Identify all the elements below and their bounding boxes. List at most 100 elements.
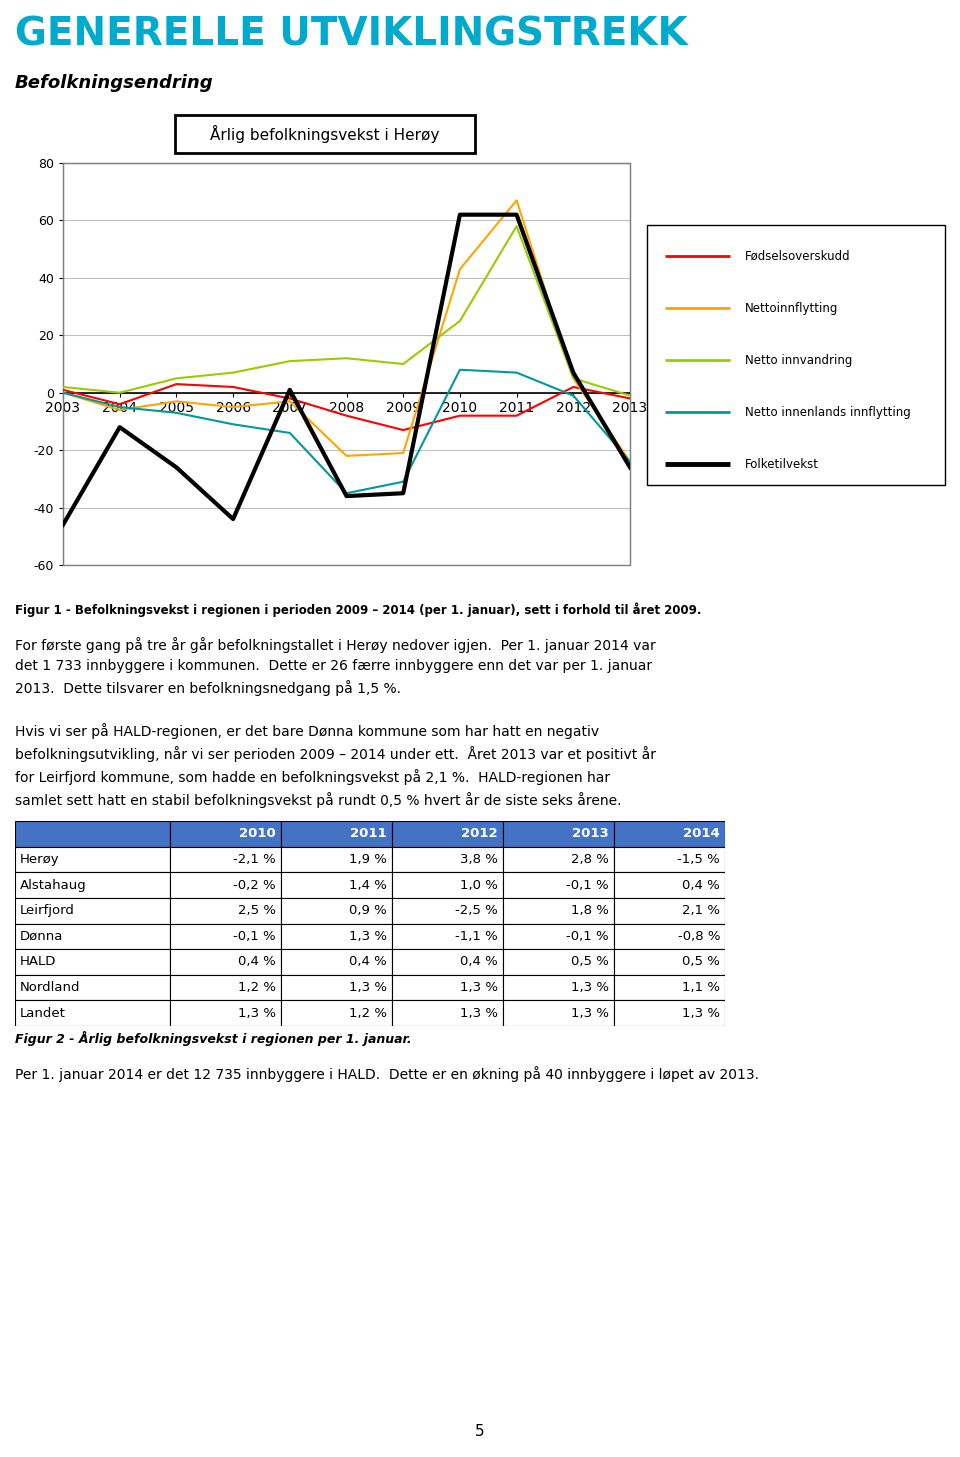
Text: 0,9 %: 0,9 % <box>349 905 387 918</box>
Bar <box>392 1001 503 1026</box>
Bar <box>392 820 503 847</box>
Text: 1,3 %: 1,3 % <box>571 981 609 994</box>
Text: Alstahaug: Alstahaug <box>20 879 86 892</box>
Text: 2011: 2011 <box>350 828 387 841</box>
Bar <box>170 820 281 847</box>
Text: 1,3 %: 1,3 % <box>349 930 387 943</box>
Text: 0,4 %: 0,4 % <box>460 956 498 969</box>
Bar <box>281 898 392 924</box>
Bar <box>15 820 170 847</box>
Bar <box>281 949 392 975</box>
Bar <box>614 820 725 847</box>
Text: For første gang på tre år går befolkningstallet i Herøy nedover igjen.  Per 1. j: For første gang på tre år går befolkning… <box>15 637 656 696</box>
Bar <box>503 873 614 898</box>
Text: 3,8 %: 3,8 % <box>460 852 498 865</box>
Text: -0,1 %: -0,1 % <box>233 930 276 943</box>
Text: 2,1 %: 2,1 % <box>682 905 720 918</box>
Text: Figur 1 - Befolkningsvekst i regionen i perioden 2009 – 2014 (per 1. januar), se: Figur 1 - Befolkningsvekst i regionen i … <box>15 603 702 618</box>
Bar <box>281 820 392 847</box>
Bar <box>15 924 170 949</box>
Text: Årlig befolkningsvekst i Herøy: Årlig befolkningsvekst i Herøy <box>210 125 440 143</box>
Bar <box>170 975 281 1001</box>
Text: Landet: Landet <box>20 1007 66 1020</box>
Bar <box>170 924 281 949</box>
Text: Leirfjord: Leirfjord <box>20 905 75 918</box>
Text: 5: 5 <box>475 1423 485 1438</box>
Bar <box>170 847 281 873</box>
Text: -1,5 %: -1,5 % <box>677 852 720 865</box>
Bar <box>15 898 170 924</box>
Bar <box>15 949 170 975</box>
Text: Netto innenlands innflytting: Netto innenlands innflytting <box>745 405 911 418</box>
Text: Figur 2 - Årlig befolkningsvekst i regionen per 1. januar.: Figur 2 - Årlig befolkningsvekst i regio… <box>15 1032 412 1046</box>
Text: 1,3 %: 1,3 % <box>349 981 387 994</box>
Bar <box>281 873 392 898</box>
Bar <box>503 1001 614 1026</box>
Text: 1,4 %: 1,4 % <box>349 879 387 892</box>
Bar <box>614 949 725 975</box>
Bar <box>170 898 281 924</box>
Bar <box>170 873 281 898</box>
Bar <box>170 949 281 975</box>
Text: 0,5 %: 0,5 % <box>571 956 609 969</box>
Bar <box>170 1001 281 1026</box>
Text: 2012: 2012 <box>462 828 498 841</box>
Text: 0,4 %: 0,4 % <box>683 879 720 892</box>
Text: -2,1 %: -2,1 % <box>233 852 276 865</box>
Bar <box>281 975 392 1001</box>
Text: Dønna: Dønna <box>20 930 63 943</box>
Text: Per 1. januar 2014 er det 12 735 innbyggere i HALD.  Dette er en økning på 40 in: Per 1. januar 2014 er det 12 735 innbygg… <box>15 1067 759 1083</box>
Bar <box>503 949 614 975</box>
Text: Befolkningsendring: Befolkningsendring <box>15 74 214 92</box>
Text: 1,2 %: 1,2 % <box>349 1007 387 1020</box>
Text: 1,3 %: 1,3 % <box>460 981 498 994</box>
Text: GENERELLE UTVIKLINGSTREKK: GENERELLE UTVIKLINGSTREKK <box>15 16 687 54</box>
Text: 2014: 2014 <box>684 828 720 841</box>
Bar <box>503 924 614 949</box>
Bar <box>392 924 503 949</box>
Bar <box>281 847 392 873</box>
Bar <box>15 873 170 898</box>
Bar <box>503 898 614 924</box>
Bar <box>503 847 614 873</box>
Text: Herøy: Herøy <box>20 852 60 865</box>
Bar <box>503 820 614 847</box>
Bar <box>15 975 170 1001</box>
Text: -0,8 %: -0,8 % <box>678 930 720 943</box>
Bar <box>503 975 614 1001</box>
Bar <box>614 924 725 949</box>
Bar <box>614 1001 725 1026</box>
Text: Nettoinnflytting: Nettoinnflytting <box>745 302 839 315</box>
Text: 1,0 %: 1,0 % <box>460 879 498 892</box>
Text: HALD: HALD <box>20 956 57 969</box>
Text: -0,1 %: -0,1 % <box>566 879 609 892</box>
Bar <box>614 847 725 873</box>
Bar <box>281 924 392 949</box>
Text: 2,8 %: 2,8 % <box>571 852 609 865</box>
Text: 2010: 2010 <box>239 828 276 841</box>
Bar <box>614 898 725 924</box>
Bar <box>63 163 630 565</box>
Text: Hvis vi ser på HALD-regionen, er det bare Dønna kommune som har hatt en negativ
: Hvis vi ser på HALD-regionen, er det bar… <box>15 723 656 809</box>
Text: 2,5 %: 2,5 % <box>238 905 276 918</box>
Bar <box>15 847 170 873</box>
Text: 1,8 %: 1,8 % <box>571 905 609 918</box>
Text: -0,2 %: -0,2 % <box>233 879 276 892</box>
Bar <box>15 1001 170 1026</box>
Text: 1,3 %: 1,3 % <box>238 1007 276 1020</box>
Bar <box>392 898 503 924</box>
Text: -1,1 %: -1,1 % <box>455 930 498 943</box>
Text: 1,3 %: 1,3 % <box>460 1007 498 1020</box>
Text: 1,1 %: 1,1 % <box>682 981 720 994</box>
Text: Netto innvandring: Netto innvandring <box>745 354 852 367</box>
Text: 0,4 %: 0,4 % <box>349 956 387 969</box>
Text: 2013: 2013 <box>572 828 609 841</box>
Bar <box>281 1001 392 1026</box>
Bar <box>614 975 725 1001</box>
Text: 1,3 %: 1,3 % <box>571 1007 609 1020</box>
Text: 1,3 %: 1,3 % <box>682 1007 720 1020</box>
Bar <box>392 949 503 975</box>
Text: 1,9 %: 1,9 % <box>349 852 387 865</box>
Text: Fødselsoverskudd: Fødselsoverskudd <box>745 249 851 262</box>
Bar <box>392 873 503 898</box>
